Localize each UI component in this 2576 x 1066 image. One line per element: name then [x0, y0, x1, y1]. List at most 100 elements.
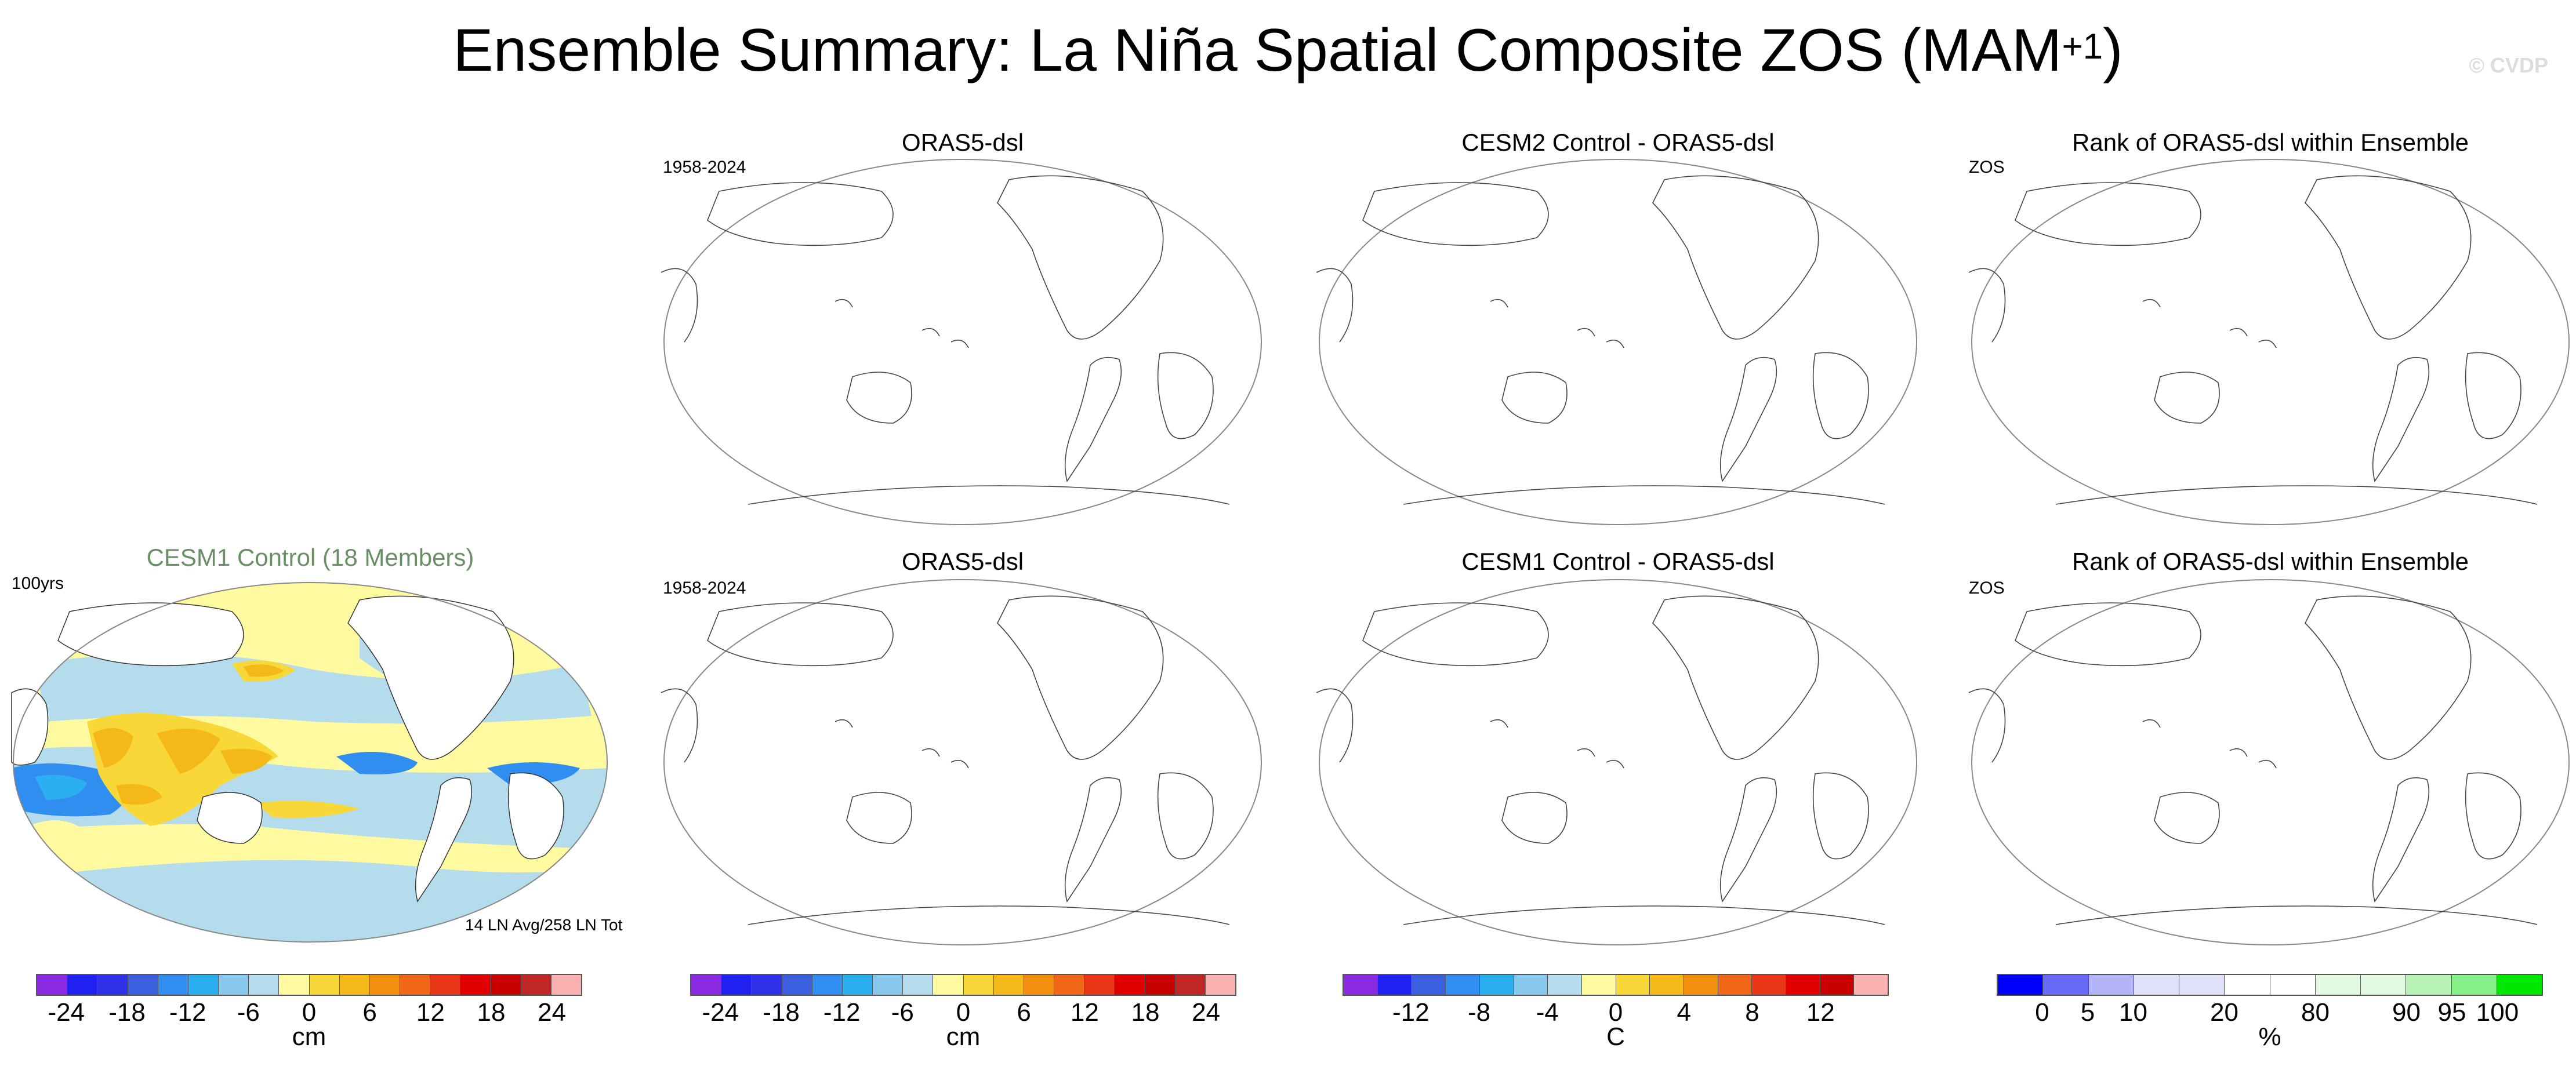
- colorbar-tick-label: 12: [1806, 998, 1835, 1027]
- colorbar-swatch: [1377, 975, 1412, 995]
- colorbar-swatch: [1412, 975, 1446, 995]
- figure-title-superscript: +1: [2062, 27, 2103, 67]
- colorbar-tick-label: 18: [477, 998, 506, 1027]
- colorbar-swatch: [521, 975, 552, 995]
- colorbar-swatch: [1054, 975, 1085, 995]
- colorbar-swatch: [2179, 975, 2225, 995]
- figure-title-text: Ensemble Summary: La Niña Spatial Compos…: [453, 17, 2062, 84]
- colorbar-tick-label: -6: [891, 998, 914, 1027]
- colorbar-swatch: [842, 975, 873, 995]
- colorbar-swatch: [2270, 975, 2316, 995]
- colorbar-swatch: [369, 975, 401, 995]
- colorbar-tick-label: -24: [702, 998, 739, 1027]
- colorbar-c: [1343, 974, 1889, 996]
- left-panel-title: CESM1 Control (18 Members): [146, 544, 474, 571]
- colorbar-percent-ticks: 0 5 10 20 80 90 95 100: [1997, 998, 2543, 1033]
- colorbar-swatch: [249, 975, 280, 995]
- row2-rank-title: Rank of ORAS5-dsl within Ensemble: [2072, 548, 2469, 575]
- colorbar-tick-label: 0: [1608, 998, 1623, 1027]
- colorbar-swatch: [1998, 975, 2044, 995]
- colorbar-tick-label: 12: [1070, 998, 1099, 1027]
- colorbar-tick-label: 6: [362, 998, 377, 1027]
- left-panel-years: 100yrs: [12, 574, 64, 593]
- colorbar-swatch: [1205, 975, 1236, 995]
- colorbar-swatch: [37, 975, 68, 995]
- colorbar-swatch: [2134, 975, 2179, 995]
- colorbar-swatch: [1145, 975, 1175, 995]
- colorbar-swatch: [400, 975, 431, 995]
- colorbar-swatch: [1581, 975, 1616, 995]
- row2-diff-title: CESM1 Control - ORAS5-dsl: [1461, 548, 1775, 575]
- left-panel-count-label: 14 LN Avg/258 LN Tot: [465, 916, 623, 934]
- row2-diff-map: [1316, 579, 1917, 945]
- colorbar-tick-label: 12: [416, 998, 445, 1027]
- colorbar-swatch: [1820, 975, 1855, 995]
- row1-diff-title: CESM2 Control - ORAS5-dsl: [1461, 129, 1775, 156]
- row2-obs-title: ORAS5-dsl: [901, 548, 1024, 575]
- colorbar-tick-label: -12: [823, 998, 861, 1027]
- row1-obs-title: ORAS5-dsl: [901, 129, 1024, 156]
- colorbar-tick-label: 0: [2035, 998, 2049, 1027]
- colorbar-tick-label: -24: [48, 998, 85, 1027]
- row1-diff-map: [1316, 159, 1917, 525]
- row1-obs-map: [661, 159, 1262, 525]
- colorbar-tick-label: 8: [1745, 998, 1759, 1027]
- colorbar-swatch: [933, 975, 964, 995]
- colorbar-swatch: [721, 975, 752, 995]
- colorbar-swatch: [339, 975, 370, 995]
- colorbar-swatch: [188, 975, 219, 995]
- colorbar-tick-label: 6: [1017, 998, 1031, 1027]
- colorbar-swatch: [460, 975, 491, 995]
- colorbar-swatch: [128, 975, 158, 995]
- colorbar-swatch: [1084, 975, 1115, 995]
- colorbar-tick-label: -6: [237, 998, 260, 1027]
- row1-rank-map: [1968, 159, 2570, 525]
- colorbar-tick-label: 100: [2476, 998, 2519, 1027]
- colorbar-swatch: [903, 975, 934, 995]
- colorbar-swatch: [279, 975, 310, 995]
- colorbar-cm-center-ticks: -24 -18 -12 -6 0 6 12 18 24: [690, 998, 1236, 1033]
- colorbar-swatch: [752, 975, 782, 995]
- colorbar-tick-label: 0: [302, 998, 317, 1027]
- colorbar-swatch: [2043, 975, 2089, 995]
- colorbar-swatch: [1786, 975, 1820, 995]
- colorbar-swatch: [782, 975, 812, 995]
- colorbar-swatch: [1479, 975, 1514, 995]
- colorbar-swatch: [993, 975, 1024, 995]
- colorbar-tick-label: -8: [1467, 998, 1491, 1027]
- colorbar-swatch: [2315, 975, 2361, 995]
- colorbar-tick-label: -18: [108, 998, 146, 1027]
- colorbar-c-unit: C: [1606, 1023, 1625, 1051]
- colorbar-swatch: [963, 975, 994, 995]
- colorbar-swatch: [1548, 975, 1582, 995]
- colorbar-swatch: [1616, 975, 1650, 995]
- figure-title-close: ): [2103, 17, 2123, 84]
- colorbar-tick-label: 95: [2437, 998, 2466, 1027]
- colorbar-swatch: [551, 975, 582, 995]
- colorbar-swatch: [2451, 975, 2497, 995]
- colorbar-tick-label: 90: [2392, 998, 2421, 1027]
- colorbar-tick-label: 24: [1192, 998, 1221, 1027]
- colorbar-swatch: [2497, 975, 2542, 995]
- row1-rank-title: Rank of ORAS5-dsl within Ensemble: [2072, 129, 2469, 156]
- colorbar-tick-label: -12: [169, 998, 206, 1027]
- colorbar-cm-center: [690, 974, 1236, 996]
- colorbar-swatch: [2088, 975, 2134, 995]
- colorbar-tick-label: 24: [538, 998, 567, 1027]
- left-panel-map: [11, 582, 608, 943]
- colorbar-swatch: [97, 975, 128, 995]
- colorbar-swatch: [1024, 975, 1055, 995]
- colorbar-swatch: [812, 975, 843, 995]
- colorbar-swatch: [1514, 975, 1548, 995]
- colorbar-tick-label: 10: [2119, 998, 2147, 1027]
- row1-obs-years: 1958-2024: [663, 158, 746, 177]
- colorbar-swatch: [2406, 975, 2452, 995]
- colorbar-tick-label: 5: [2080, 998, 2095, 1027]
- colorbar-tick-label: -18: [763, 998, 800, 1027]
- row2-rank-map: [1968, 579, 2570, 945]
- colorbar-c-ticks: -12 -8 -4 0 4 8 12: [1343, 998, 1889, 1033]
- colorbar-tick-label: 0: [956, 998, 971, 1027]
- colorbar-swatch: [1650, 975, 1684, 995]
- row2-rank-var: ZOS: [1969, 579, 2005, 598]
- colorbar-cm-left-ticks: -24 -18 -12 -6 0 6 12 18 24: [36, 998, 582, 1033]
